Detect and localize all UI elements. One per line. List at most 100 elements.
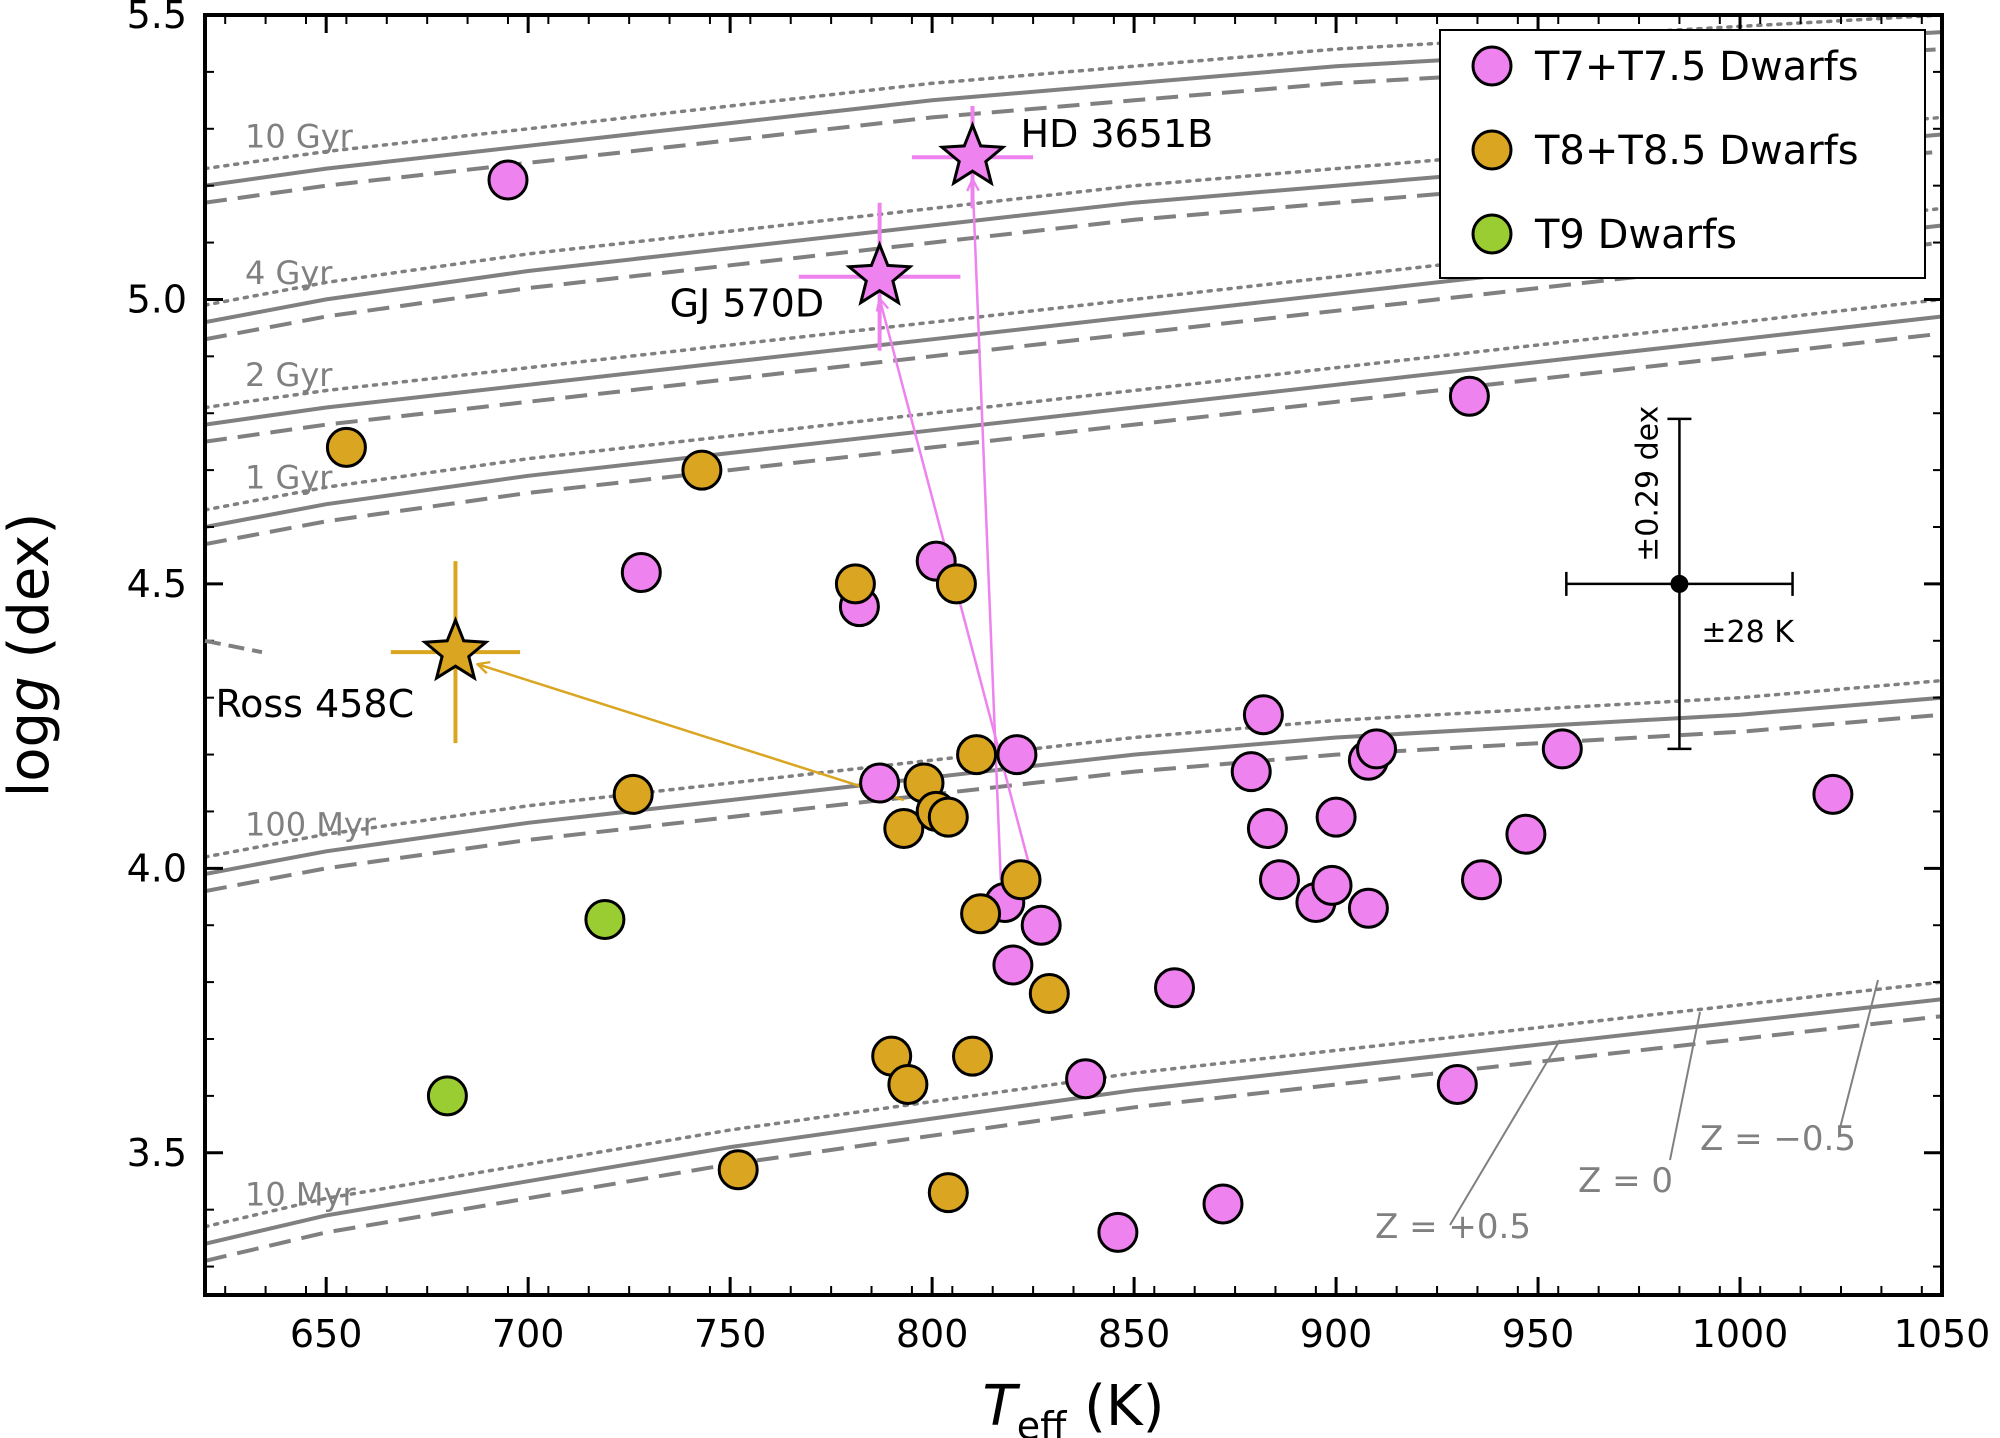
isochrone-1-gyr-dotted: [205, 297, 1942, 512]
data-point: [487, 159, 529, 201]
metallicity-text: Z = 0: [1578, 1161, 1673, 1201]
errorbar-example: ±28 K ±0.29 dex: [1565, 406, 1795, 751]
data-point: [935, 563, 977, 605]
y-axis-label: logg (dex): [0, 513, 62, 798]
x-tick-label: 1000: [1692, 1312, 1789, 1356]
data-point: [1436, 1064, 1478, 1105]
data-point: [1230, 751, 1272, 793]
example-point: [1670, 574, 1689, 593]
data-point: [1315, 796, 1357, 838]
x-tick-label: 1050: [1894, 1312, 1991, 1356]
data-point: [1154, 967, 1195, 1009]
y-tick-label: 3.5: [127, 1131, 187, 1175]
leader-line: [1839, 979, 1879, 1129]
benchmark-gj-570d: GJ 570D: [670, 202, 961, 351]
isochrone-label: 10 Myr: [245, 1175, 356, 1213]
legend-box: [1439, 29, 1926, 279]
data-point: [1020, 904, 1062, 946]
data-point: [992, 944, 1034, 986]
data-point: [1065, 1058, 1107, 1100]
data-point: [1356, 728, 1397, 770]
benchmark-hd-3651b: HD 3651B: [911, 106, 1214, 209]
isochrone-1-gyr-solid: [205, 314, 1942, 529]
data-point: [426, 1075, 468, 1117]
data-point: [325, 426, 367, 468]
legend-label: T8+T8.5 Dwarfs: [1534, 128, 1859, 174]
isochrone-label: 100 Myr: [245, 806, 377, 844]
data-point: [620, 552, 662, 593]
x-tick-label: 650: [290, 1312, 363, 1356]
data-point: [952, 1035, 993, 1077]
data-point: [887, 1064, 929, 1105]
data-point: [960, 893, 1002, 935]
isochrone-10-myr-dashed: [205, 1014, 1942, 1263]
data-point: [717, 1149, 759, 1191]
data-point: [1505, 813, 1547, 855]
data-point: [1000, 859, 1042, 901]
y-tick-label: 5.0: [127, 277, 187, 321]
metallicity-label: Z = +0.5: [1375, 1039, 1561, 1247]
benchmark-label: GJ 570D: [670, 282, 825, 326]
data-point: [1242, 694, 1284, 736]
metallicity-text: Z = +0.5: [1375, 1207, 1531, 1247]
x-tick-label: 700: [492, 1312, 565, 1356]
x-axis-label: Teff (K): [983, 1374, 1165, 1438]
data-point: [883, 808, 925, 849]
points-layer: [325, 159, 1854, 1253]
leader-line: [1669, 1011, 1701, 1161]
benchmark-arrow: [973, 179, 1003, 880]
data-point: [1259, 859, 1300, 901]
data-point: [584, 899, 626, 940]
benchmark-star: [845, 240, 914, 306]
isochrone-100-myr-dashed: [205, 712, 1942, 894]
benchmark-ross-458c: Ross 458C: [215, 561, 521, 744]
isochrone-label: 10 Gyr: [245, 117, 354, 155]
data-point: [1097, 1211, 1139, 1253]
data-point: [1311, 864, 1353, 906]
isochrone-label: 1 Gyr: [245, 459, 333, 497]
y-tick-label: 5.5: [127, 0, 187, 37]
legend-marker: [1471, 129, 1513, 171]
x-tick-label: 800: [896, 1312, 969, 1356]
example-xerr-label: ±28 K: [1701, 615, 1795, 650]
data-point: [1347, 887, 1389, 929]
x-tick-label: 900: [1300, 1312, 1373, 1356]
isochrone-10-myr-dotted: [205, 980, 1942, 1229]
data-point: [996, 734, 1038, 776]
legend-label: T7+T7.5 Dwarfs: [1534, 44, 1859, 90]
benchmark-label: HD 3651B: [1021, 112, 1214, 156]
data-point: [1541, 728, 1583, 770]
x-tick-label: 850: [1098, 1312, 1171, 1356]
data-point: [1202, 1183, 1244, 1225]
data-point: [1461, 859, 1502, 901]
legend-marker: [1471, 45, 1513, 87]
isochrone-labels: 10 Gyr 4 Gyr 2 Gyr 1 Gyr 100 Myr 10 Myr: [204, 117, 377, 1213]
data-point: [612, 773, 654, 815]
benchmark-layer: HD 3651B GJ 570D Ross 458C: [215, 106, 1214, 744]
data-point: [1246, 808, 1288, 849]
legend-label: T9 Dwarfs: [1534, 212, 1737, 258]
leader-line: [1449, 1039, 1561, 1226]
example-yerr-label: ±0.29 dex: [1630, 406, 1665, 562]
isochrone-stub: [204, 638, 263, 655]
data-point: [1812, 773, 1854, 815]
data-point: [956, 734, 998, 776]
y-tick-label: 4.5: [127, 562, 187, 606]
benchmark-arrow: [477, 664, 905, 802]
isochrone-10-myr-solid: [205, 997, 1942, 1246]
data-point: [681, 449, 723, 491]
data-point: [859, 762, 901, 804]
data-point: [927, 796, 969, 838]
metallicity-label: Z = −0.5: [1700, 979, 1879, 1159]
benchmark-star: [421, 616, 490, 682]
legend-marker: [1471, 213, 1513, 255]
x-tick-label: 750: [694, 1312, 767, 1356]
metallicity-label: Z = 0: [1578, 1011, 1701, 1201]
legend: T7+T7.5 Dwarfs T8+T8.5 Dwarfs T9 Dwarfs: [1439, 29, 1926, 279]
isochrone-100-myr-dotted: [205, 678, 1942, 859]
isochrone-4-gyr-dashed: [205, 149, 1942, 342]
data-point: [1028, 973, 1070, 1014]
data-point: [1448, 375, 1490, 417]
